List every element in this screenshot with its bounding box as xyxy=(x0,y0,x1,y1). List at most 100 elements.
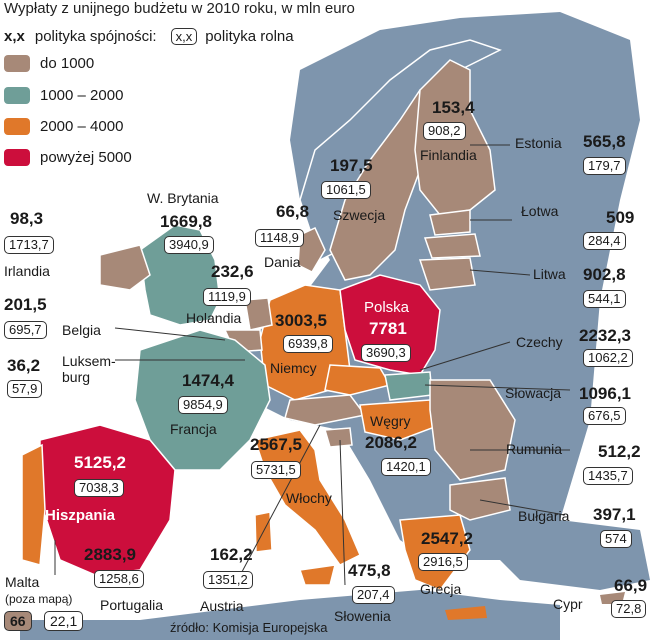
legend-item-do-1000: do 1000 xyxy=(4,55,94,72)
bulgaria-agri: 574 xyxy=(600,530,632,548)
portugalia-agri: 1258,6 xyxy=(94,570,144,588)
dania-cohesion: 66,8 xyxy=(276,202,310,221)
estonia-cohesion: 565,8 xyxy=(583,132,626,151)
cypr-agri: 72,8 xyxy=(611,600,647,618)
lotwa-name: Łotwa xyxy=(521,203,559,219)
grecja-agri: 2916,5 xyxy=(418,553,468,571)
slowenia-agri: 207,4 xyxy=(352,586,395,604)
leader-lines xyxy=(54,144,571,586)
source-note: źródło: Komisja Europejska xyxy=(170,620,328,635)
cypr-cohesion: 66,9 xyxy=(614,576,648,595)
hungary xyxy=(359,399,441,441)
niemcy-cohesion: 3003,5 xyxy=(275,311,327,330)
niemcy-name: Niemcy xyxy=(270,360,317,376)
ireland xyxy=(99,244,151,291)
wbrytania-cohesion: 1669,8 xyxy=(160,212,212,231)
wegry-cohesion: 2086,2 xyxy=(365,433,417,452)
wbrytania-agri: 3940,9 xyxy=(164,236,214,254)
legend-agri-label: polityka rolna xyxy=(205,28,294,45)
legend-item-powyzej-5000: powyżej 5000 xyxy=(4,149,132,166)
lithuania xyxy=(418,257,476,291)
wlochy-agri: 5731,5 xyxy=(251,461,301,479)
luksemburg-name: Luksem- burg xyxy=(62,353,116,385)
finlandia-cohesion: 153,4 xyxy=(432,98,475,117)
legend-label: powyżej 5000 xyxy=(40,149,132,166)
irlandia-agri: 1713,7 xyxy=(4,236,54,254)
rumunia-cohesion: 512,2 xyxy=(598,442,641,461)
grecja-name: Grecja xyxy=(420,581,462,597)
wlochy-cohesion: 2567,5 xyxy=(250,435,302,454)
latvia xyxy=(423,233,481,259)
spain xyxy=(39,424,176,576)
czechy-agri: 1062,2 xyxy=(583,349,633,367)
grecja-cohesion: 2547,2 xyxy=(421,529,473,548)
legend-swatch xyxy=(4,87,30,104)
hiszpania-name: Hiszpania xyxy=(45,507,116,524)
legend-cohesion-label: polityka spójności: xyxy=(34,28,157,45)
francja-cohesion: 1474,4 xyxy=(182,371,234,390)
finlandia-name: Finlandia xyxy=(420,147,477,163)
holandia-cohesion: 232,6 xyxy=(211,262,254,281)
slowacja-cohesion: 1096,1 xyxy=(579,384,631,403)
belgia-agri: 695,7 xyxy=(4,321,47,339)
austria-cohesion: 162,2 xyxy=(210,545,253,564)
slovakia xyxy=(384,371,433,401)
map-title: Wypłaty z unijnego budżetu w 2010 roku, … xyxy=(4,0,355,17)
austria-name: Austria xyxy=(200,598,244,614)
legend-agri-key: x,x xyxy=(170,28,198,45)
legend-cohesion-key: x,x xyxy=(4,28,25,45)
portugalia-cohesion: 2883,9 xyxy=(84,545,136,564)
portugalia-name: Portugalia xyxy=(100,597,164,613)
legend-item-1000-2000: 1000 – 2000 xyxy=(4,87,123,104)
bulgaria-name: Bułgaria xyxy=(518,508,570,524)
legend-item-2000-4000: 2000 – 4000 xyxy=(4,118,123,135)
malta-note: (poza mapą) xyxy=(5,592,73,606)
dania-agri: 1148,9 xyxy=(255,229,304,247)
malta-cohesion: 66 xyxy=(4,611,32,631)
litwa-name: Litwa xyxy=(533,266,566,282)
greece xyxy=(399,514,471,591)
lotwa-agri: 284,4 xyxy=(583,232,626,250)
finlandia-agri: 908,2 xyxy=(423,122,466,140)
slovenia xyxy=(324,427,353,448)
hiszpania-cohesion: 5125,2 xyxy=(74,453,126,472)
bulgaria xyxy=(449,477,511,521)
lotwa-cohesion: 509 xyxy=(606,208,635,227)
niemcy-agri: 6939,8 xyxy=(283,335,333,353)
austria xyxy=(284,394,367,426)
africa-land xyxy=(20,590,560,640)
francja-agri: 9854,9 xyxy=(178,396,228,414)
cypr-name: Cypr xyxy=(553,596,583,612)
polska-cohesion: 7781 xyxy=(369,319,407,338)
polska-agri: 3690,3 xyxy=(361,344,411,362)
szwecja-name: Szwecja xyxy=(333,207,386,223)
rumunia-agri: 1435,7 xyxy=(583,467,633,485)
malta-agri: 22,1 xyxy=(44,611,84,631)
polska-name: Polska xyxy=(364,299,410,316)
dania-name: Dania xyxy=(264,254,301,270)
slowacja-name: Słowacja xyxy=(505,385,562,401)
luksemburg-cohesion: 36,2 xyxy=(7,356,41,375)
legend-swatch xyxy=(4,149,30,166)
estonia-name: Estonia xyxy=(515,135,562,151)
belgia-name: Belgia xyxy=(62,322,101,338)
denmark xyxy=(297,227,326,273)
slowenia-cohesion: 475,8 xyxy=(348,561,391,580)
portugal xyxy=(21,443,46,566)
estonia-agri: 179,7 xyxy=(583,157,626,175)
litwa-cohesion: 902,8 xyxy=(583,265,626,284)
legend-header: x,x polityka spójności: x,x polityka rol… xyxy=(4,28,294,45)
francja-name: Francja xyxy=(170,421,217,437)
netherlands xyxy=(244,297,273,331)
slowacja-agri: 676,5 xyxy=(583,407,626,425)
bulgaria-cohesion: 397,1 xyxy=(593,505,636,524)
legend-label: 2000 – 4000 xyxy=(40,118,124,135)
wlochy-name: Włochy xyxy=(286,490,332,506)
szwecja-cohesion: 197,5 xyxy=(330,156,373,175)
estonia xyxy=(429,209,471,236)
holandia-agri: 1119,9 xyxy=(203,288,251,306)
szwecja-agri: 1061,5 xyxy=(321,181,371,199)
irlandia-name: Irlandia xyxy=(4,263,50,279)
rumunia-name: Rumunia xyxy=(506,441,563,457)
austria-agri: 1351,2 xyxy=(203,571,253,589)
